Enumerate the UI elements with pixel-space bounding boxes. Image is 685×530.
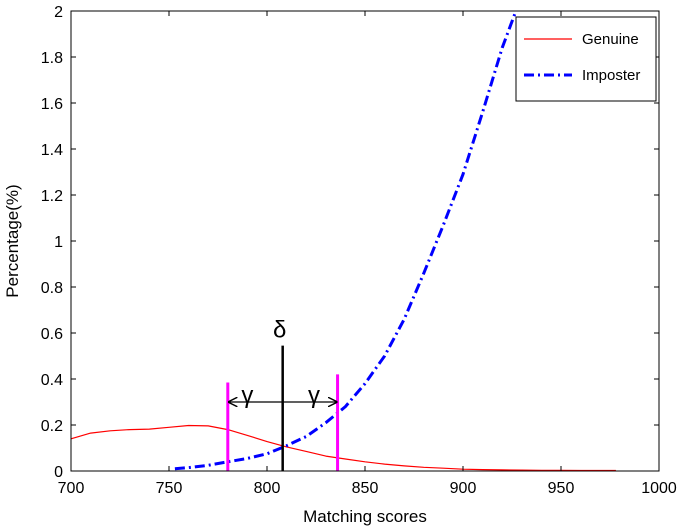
x-tick-label: 850: [352, 480, 379, 497]
x-tick-label: 900: [450, 480, 477, 497]
x-tick-label: 700: [58, 480, 85, 497]
x-tick-label: 750: [156, 480, 183, 497]
delta-label: δ: [273, 317, 286, 344]
series-line-imposter: [174, 10, 518, 471]
y-tick-label: 0: [54, 464, 63, 481]
y-tick-label: 0.6: [41, 326, 63, 343]
legend-box: [515, 16, 657, 102]
y-tick-label: 1.8: [41, 50, 63, 67]
legend: Genuine Imposter: [515, 16, 657, 102]
y-tick-label: 0.4: [41, 372, 63, 389]
y-tick-label: 0.8: [41, 280, 63, 297]
x-tick-label: 950: [548, 480, 575, 497]
x-tick-label: 800: [254, 480, 281, 497]
y-tick-label: 1.4: [41, 142, 63, 159]
y-tick-label: 2: [54, 4, 63, 21]
y-axis-label: Percentage(%): [3, 184, 22, 297]
x-tick-label: 1000: [641, 480, 677, 497]
y-tick-label: 1.6: [41, 96, 63, 113]
y-tick-label: 0.2: [41, 418, 63, 435]
y-tick-label: 1.2: [41, 188, 63, 205]
legend-label-genuine: Genuine: [582, 31, 639, 48]
series-line-genuine: [70, 424, 616, 472]
ticks: 700 750 800 850 900 950 1000 0 0.2 0.4 0.6 0.8 1 1.2 1…: [41, 4, 677, 497]
y-tick-label: 1: [54, 234, 63, 251]
gamma-label-2: γ: [308, 382, 320, 409]
gamma-label-1: γ: [241, 382, 253, 409]
plot-area: δ γ γ: [70, 10, 616, 472]
x-axis-label: Matching scores: [303, 507, 427, 526]
legend-label-imposter: Imposter: [582, 67, 640, 84]
